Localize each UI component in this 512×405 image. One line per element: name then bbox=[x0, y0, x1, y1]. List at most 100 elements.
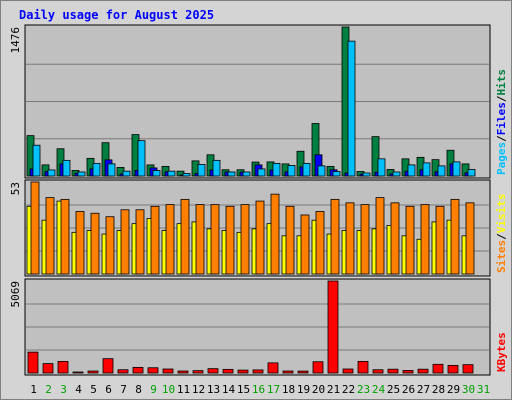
legend-entry-files: Files bbox=[495, 102, 508, 135]
bar-sites-day-17 bbox=[270, 193, 280, 275]
bar-sites-day-4 bbox=[75, 211, 85, 275]
bar-sites-day-21 bbox=[330, 198, 340, 275]
x-tick-label-day-26: 26 bbox=[402, 383, 415, 396]
x-tick-label-day-14: 14 bbox=[222, 383, 236, 396]
bar-sites-day-8 bbox=[135, 209, 145, 275]
legend-entry-sites: Sites bbox=[495, 240, 508, 273]
bar-kbytes-day-5 bbox=[87, 370, 99, 374]
bar-pages-day-10 bbox=[167, 170, 176, 177]
bar-sites-day-26 bbox=[405, 205, 415, 275]
bar-kbytes-day-27 bbox=[417, 368, 429, 374]
bar-pages-day-5 bbox=[92, 162, 101, 177]
x-tick-label-day-10: 10 bbox=[162, 383, 175, 396]
y-max-label-visits: 53 bbox=[9, 182, 22, 195]
bar-pages-day-17 bbox=[272, 162, 281, 177]
x-tick-label-day-12: 12 bbox=[192, 383, 205, 396]
bar-kbytes-day-29 bbox=[447, 364, 459, 374]
bar-sites-day-25 bbox=[390, 202, 400, 275]
bar-kbytes-day-30 bbox=[462, 364, 474, 374]
bar-kbytes-day-28 bbox=[432, 363, 444, 374]
x-tick-label-day-8: 8 bbox=[135, 383, 142, 396]
bar-sites-day-5 bbox=[90, 212, 100, 275]
bar-kbytes-day-10 bbox=[162, 368, 174, 374]
bar-kbytes-day-18 bbox=[282, 370, 294, 374]
x-tick-label-day-3: 3 bbox=[60, 383, 67, 396]
legend-usage: Pages/Files/Hits bbox=[495, 69, 508, 175]
bar-pages-day-16 bbox=[257, 168, 266, 177]
bar-kbytes-day-2 bbox=[42, 363, 54, 374]
legend-entry-separator: / bbox=[495, 135, 508, 142]
bar-pages-day-8 bbox=[137, 140, 146, 177]
y-max-label-kbytes: 5069 bbox=[9, 281, 22, 308]
bar-pages-day-23 bbox=[362, 172, 371, 177]
bar-kbytes-day-15 bbox=[237, 369, 249, 374]
x-tick-label-day-17: 17 bbox=[267, 383, 280, 396]
bar-sites-day-16 bbox=[255, 200, 265, 275]
x-tick-label-day-28: 28 bbox=[432, 383, 445, 396]
bar-sites-day-13 bbox=[210, 204, 220, 275]
x-tick-label-day-29: 29 bbox=[447, 383, 460, 396]
x-tick-label-day-20: 20 bbox=[312, 383, 325, 396]
chart-title: Daily usage for August 2025 bbox=[19, 8, 214, 22]
x-tick-label-day-27: 27 bbox=[417, 383, 430, 396]
bar-kbytes-day-11 bbox=[177, 370, 189, 374]
bar-kbytes-day-14 bbox=[222, 368, 234, 374]
bar-pages-day-2 bbox=[47, 169, 56, 177]
bar-sites-day-3 bbox=[60, 198, 70, 275]
bar-sites-day-28 bbox=[435, 205, 445, 275]
bar-sites-day-23 bbox=[360, 204, 370, 275]
bar-sites-day-18 bbox=[285, 205, 295, 275]
bar-pages-day-4 bbox=[77, 171, 86, 177]
x-tick-label-day-25: 25 bbox=[387, 383, 400, 396]
x-tick-label-day-1: 1 bbox=[30, 383, 37, 396]
bar-sites-day-30 bbox=[465, 202, 475, 275]
bar-pages-day-7 bbox=[122, 170, 131, 177]
bar-pages-day-12 bbox=[197, 163, 206, 177]
x-axis-labels: 1 2 3 4 5 6 7 8 9 10 11 12 13 14 15 16 17 18 19 20 21 22 23 24 2… bbox=[30, 383, 490, 396]
x-tick-label-day-11: 11 bbox=[177, 383, 190, 396]
x-tick-label-day-19: 19 bbox=[297, 383, 310, 396]
legend-entry-separator: / bbox=[495, 95, 508, 102]
bar-sites-day-20 bbox=[315, 211, 325, 275]
chart-panels: 1476Pages/Files/Hits53Sites/Visits5069KB… bbox=[9, 24, 508, 376]
bar-pages-day-13 bbox=[212, 159, 221, 177]
bar-sites-day-29 bbox=[450, 198, 460, 275]
bar-sites-day-2 bbox=[45, 197, 55, 275]
legend-entry-pages: Pages bbox=[495, 142, 508, 175]
bar-kbytes-day-8 bbox=[132, 366, 144, 374]
legend-visits: Sites/Visits bbox=[495, 194, 508, 274]
x-tick-label-day-23: 23 bbox=[357, 383, 370, 396]
x-tick-label-day-16: 16 bbox=[252, 383, 265, 396]
x-tick-label-day-22: 22 bbox=[342, 383, 355, 396]
x-tick-label-day-5: 5 bbox=[90, 383, 97, 396]
bar-pages-day-29 bbox=[452, 161, 461, 177]
bar-kbytes-day-6 bbox=[102, 358, 114, 374]
x-tick-label-day-2: 2 bbox=[45, 383, 52, 396]
bar-kbytes-day-26 bbox=[402, 370, 414, 374]
legend-kbytes: KBytes bbox=[495, 332, 508, 372]
x-tick-label-day-15: 15 bbox=[237, 383, 250, 396]
bar-kbytes-day-21 bbox=[327, 280, 339, 374]
bar-pages-day-18 bbox=[287, 165, 296, 177]
bar-pages-day-14 bbox=[227, 171, 236, 177]
bar-kbytes-day-22 bbox=[342, 368, 354, 374]
bar-sites-day-9 bbox=[150, 205, 160, 275]
bar-sites-day-10 bbox=[165, 204, 175, 275]
bar-kbytes-day-23 bbox=[357, 360, 369, 374]
bar-pages-day-6 bbox=[107, 163, 116, 177]
bar-pages-day-25 bbox=[392, 171, 401, 177]
panel-visits: 53 Sites/Visits bbox=[9, 179, 508, 277]
bar-pages-day-21 bbox=[332, 171, 341, 177]
bar-pages-day-24 bbox=[377, 158, 386, 177]
bar-pages-day-30 bbox=[467, 169, 476, 177]
legend-entry-hits: Hits bbox=[495, 69, 508, 96]
bar-pages-day-3 bbox=[62, 159, 71, 177]
bar-sites-day-1 bbox=[30, 181, 40, 275]
bar-sites-day-22 bbox=[345, 202, 355, 275]
bar-sites-day-19 bbox=[300, 214, 310, 275]
x-tick-label-day-13: 13 bbox=[207, 383, 220, 396]
bar-pages-day-20 bbox=[317, 165, 326, 177]
bar-kbytes-day-1 bbox=[27, 351, 39, 374]
bar-pages-day-1 bbox=[32, 144, 41, 177]
bar-kbytes-day-4 bbox=[72, 371, 84, 374]
